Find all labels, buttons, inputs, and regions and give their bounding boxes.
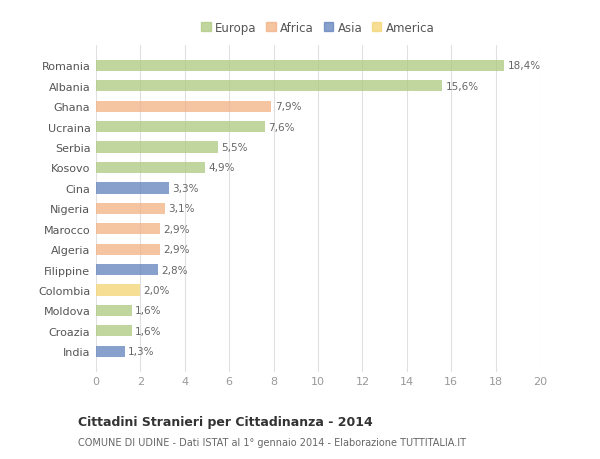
Bar <box>96 61 505 72</box>
Bar <box>96 162 205 174</box>
Text: 5,5%: 5,5% <box>221 143 248 153</box>
Text: 1,6%: 1,6% <box>135 326 161 336</box>
Legend: Europa, Africa, Asia, America: Europa, Africa, Asia, America <box>199 19 437 37</box>
Text: 2,9%: 2,9% <box>164 224 190 234</box>
Text: 18,4%: 18,4% <box>508 62 541 71</box>
Bar <box>96 101 271 112</box>
Text: 3,1%: 3,1% <box>168 204 194 214</box>
Bar <box>96 305 131 316</box>
Bar <box>96 224 160 235</box>
Text: COMUNE DI UDINE - Dati ISTAT al 1° gennaio 2014 - Elaborazione TUTTITALIA.IT: COMUNE DI UDINE - Dati ISTAT al 1° genna… <box>78 437 466 447</box>
Bar <box>96 346 125 357</box>
Text: 15,6%: 15,6% <box>446 82 479 92</box>
Text: 4,9%: 4,9% <box>208 163 235 173</box>
Bar <box>96 183 169 194</box>
Text: 7,9%: 7,9% <box>275 102 301 112</box>
Text: 3,3%: 3,3% <box>173 184 199 194</box>
Bar <box>96 203 165 214</box>
Bar <box>96 285 140 296</box>
Text: 1,6%: 1,6% <box>135 306 161 316</box>
Bar <box>96 264 158 275</box>
Text: Cittadini Stranieri per Cittadinanza - 2014: Cittadini Stranieri per Cittadinanza - 2… <box>78 415 373 428</box>
Bar <box>96 81 442 92</box>
Text: 2,8%: 2,8% <box>161 265 188 275</box>
Text: 2,9%: 2,9% <box>164 245 190 255</box>
Bar <box>96 325 131 336</box>
Text: 1,3%: 1,3% <box>128 347 155 356</box>
Bar <box>96 244 160 255</box>
Bar <box>96 142 218 153</box>
Text: 2,0%: 2,0% <box>144 285 170 295</box>
Bar <box>96 122 265 133</box>
Text: 7,6%: 7,6% <box>268 123 295 132</box>
